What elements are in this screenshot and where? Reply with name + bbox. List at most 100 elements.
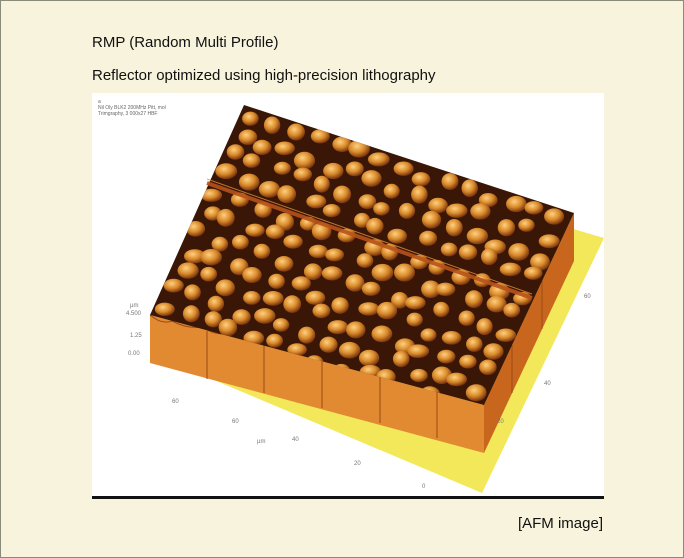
surface-bump	[411, 172, 431, 187]
surface-bump	[287, 343, 307, 357]
surface-bump	[263, 116, 281, 134]
x-axis-unit: µm	[257, 439, 265, 445]
x-axis-tick: 40	[292, 437, 299, 443]
surface-bump	[319, 336, 338, 353]
surface-bump	[272, 318, 290, 332]
surface-bump	[252, 139, 272, 155]
surface-bump	[215, 279, 235, 297]
surface-bump	[428, 197, 448, 214]
surface-bump	[325, 248, 344, 262]
surface-bump	[383, 183, 400, 199]
surface-bump	[544, 208, 565, 225]
surface-bump	[265, 224, 285, 240]
surface-bump	[163, 278, 184, 293]
surface-bump	[497, 219, 516, 237]
surface-bump	[291, 276, 311, 291]
figure-caption: [AFM image]	[517, 515, 603, 532]
surface-bump	[346, 321, 366, 339]
surface-bump	[254, 308, 276, 324]
surface-bump	[391, 292, 409, 309]
surface-bump	[518, 218, 535, 232]
surface-bump	[323, 162, 344, 180]
surface-bump	[226, 144, 245, 160]
surface-bump	[310, 129, 330, 144]
surface-bump	[177, 262, 199, 279]
surface-bump	[445, 219, 463, 237]
surface-bump	[321, 266, 343, 281]
surface-bump	[338, 341, 361, 359]
surface-bump	[481, 248, 498, 266]
surface-bump	[371, 263, 394, 282]
surface-bump	[410, 368, 428, 383]
surface-bump	[476, 318, 493, 336]
surface-bump	[262, 291, 284, 306]
surface-bump	[322, 204, 341, 218]
surface-bump	[495, 328, 517, 342]
surface-bump	[238, 129, 258, 145]
surface-bump	[524, 201, 544, 215]
surface-bump	[298, 326, 316, 344]
surface-bump	[466, 227, 489, 245]
page-subtitle: Reflector optimized using high-precision…	[92, 67, 436, 84]
surface-bump	[420, 328, 437, 342]
surface-bump	[530, 253, 550, 271]
surface-bump	[538, 234, 560, 249]
surface-bump	[358, 302, 380, 316]
surface-bump	[215, 163, 238, 180]
surface-bump	[204, 311, 222, 328]
surface-bump	[361, 170, 382, 187]
surface-bump	[293, 167, 312, 182]
surface-bump	[421, 280, 441, 299]
surface-bump	[435, 282, 456, 296]
surface-bump	[200, 266, 218, 282]
surface-bump	[348, 139, 370, 158]
surface-bump	[258, 181, 280, 198]
y-axis-tick: 60	[584, 294, 591, 300]
surface-bump	[371, 325, 393, 343]
surface-bump	[274, 256, 294, 272]
surface-bump	[465, 290, 483, 309]
surface-bump	[458, 310, 475, 326]
surface-bump	[356, 253, 374, 268]
surface-bump	[440, 242, 458, 257]
z-axis-tick: 1.25	[130, 333, 142, 339]
surface-wall-front	[150, 315, 484, 453]
z-axis-unit: µm	[130, 303, 138, 309]
surface-bump	[483, 343, 504, 360]
surface-bump	[465, 384, 487, 402]
surface-bump	[303, 263, 323, 280]
surface-bump	[283, 295, 302, 313]
surface-bump	[200, 249, 222, 266]
surface-bump	[345, 161, 364, 177]
surface-bump	[331, 297, 349, 314]
surface-bump	[486, 295, 507, 313]
surface-bump	[245, 223, 265, 237]
surface-bump	[277, 185, 297, 204]
surface-bump	[446, 372, 467, 387]
surface-groove	[206, 181, 533, 300]
surface-bump	[470, 203, 491, 220]
surface-bump	[411, 185, 428, 204]
surface-bump	[333, 185, 352, 204]
surface-bump	[293, 151, 316, 170]
surface-bump	[373, 202, 390, 216]
surface-bump	[312, 303, 331, 319]
surface-bump	[393, 161, 414, 176]
surface-bump	[184, 249, 206, 264]
surface-bump	[387, 228, 408, 244]
surface-bump	[182, 305, 200, 323]
afm-meta-line-1: a	[98, 99, 101, 105]
afm-meta-line-2: Nil Oly BLK2 200MHz Pitt, mol	[98, 105, 166, 111]
surface-bump	[184, 284, 201, 301]
surface-bump	[446, 203, 468, 218]
surface-bump	[524, 266, 543, 280]
surface-bump	[499, 262, 522, 277]
surface-bump	[479, 359, 497, 375]
surface-bump	[345, 274, 365, 292]
figure-baseline	[92, 496, 604, 499]
surface-bump	[306, 194, 327, 209]
surface-bump	[506, 195, 527, 213]
surface-bump	[211, 236, 229, 252]
surface-bump	[459, 354, 477, 369]
